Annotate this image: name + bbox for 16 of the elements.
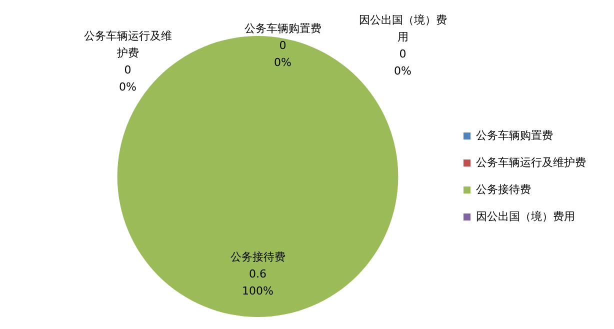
text: 0 [279,38,286,52]
legend-label: 公务车辆购置费 [476,128,553,142]
category-label: 公务车辆运行及维护费 [84,29,172,60]
data-label: 0.6 [249,268,266,281]
legend-label: 公务接待费 [476,182,531,196]
text: 0 [124,63,132,76]
text: 0% [394,64,412,78]
legend-label: 因公出国（境）费用 [476,210,575,223]
legend-label: 公务车辆运行及维护费 [476,156,586,169]
text: 0% [274,56,292,69]
category-label: 因公出国（境）费用 [358,13,447,44]
slice-label: 公务接待费 [230,250,286,264]
text: 0 [399,47,406,60]
text: 100% [242,284,274,298]
category-label: 公务车辆购置费 [244,22,322,35]
text: 0% [119,80,136,94]
